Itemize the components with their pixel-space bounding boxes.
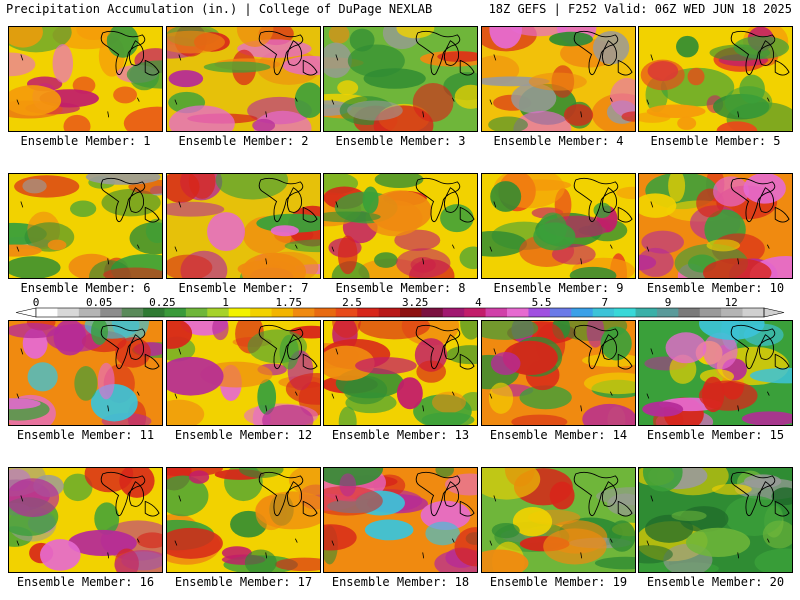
colorbar-swatch	[464, 308, 486, 317]
colorbar-swatch	[507, 308, 529, 317]
ensemble-map-17	[166, 467, 321, 573]
colorbar-swatch	[314, 308, 337, 317]
colorbar-tick-label: 7	[601, 297, 608, 309]
ensemble-map-18	[323, 467, 478, 573]
ensemble-map-11	[8, 320, 163, 426]
colorbar-swatch	[528, 308, 551, 317]
colorbar-swatch	[721, 308, 743, 317]
ensemble-member-label: Ensemble Member: 9	[493, 281, 624, 295]
colorbar-swatch	[185, 308, 208, 317]
colorbar-swatch	[549, 308, 572, 317]
ensemble-member-label: Ensemble Member: 10	[646, 281, 785, 295]
ensemble-member-label: Ensemble Member: 17	[174, 575, 313, 589]
ensemble-member-label: Ensemble Member: 4	[493, 134, 624, 148]
colorbar-tick-label: 0.25	[149, 297, 176, 309]
colorbar-tick-label: 4	[475, 297, 482, 309]
ensemble-member-label: Ensemble Member: 3	[335, 134, 466, 148]
ensemble-member-label: Ensemble Member: 20	[646, 575, 785, 589]
ensemble-member-label: Ensemble Member: 7	[178, 281, 309, 295]
colorbar-swatch	[121, 308, 144, 317]
ensemble-map-15	[638, 320, 793, 426]
colorbar-swatch	[36, 308, 58, 317]
ensemble-member-label: Ensemble Member: 6	[20, 281, 151, 295]
ensemble-map-1	[8, 26, 163, 132]
colorbar-swatch	[292, 308, 315, 317]
ensemble-map-9	[481, 173, 636, 279]
ensemble-member-label: Ensemble Member: 11	[16, 428, 155, 442]
ensemble-member-label: Ensemble Member: 1	[20, 134, 151, 148]
colorbar-tick-label: 0.05	[86, 297, 113, 309]
colorbar-swatch	[78, 308, 101, 317]
colorbar-tick-label: 0	[33, 297, 40, 309]
run-valid-time: 18Z GEFS | F252 Valid: 06Z WED JUN 18 20…	[488, 2, 792, 16]
ensemble-member-label: Ensemble Member: 14	[489, 428, 628, 442]
colorbar-swatch	[57, 308, 80, 317]
ensemble-map-2	[166, 26, 321, 132]
colorbar-swatch	[335, 308, 358, 317]
ensemble-map-7	[166, 173, 321, 279]
colorbar-tick-label: 12	[725, 297, 738, 309]
precip-colorbar: 0 0.05 0.25 1 1.75 2.5 3.25 4 5.5 7 9 12	[15, 297, 785, 318]
colorbar-swatch	[164, 308, 187, 317]
ensemble-member-label: Ensemble Member: 15	[646, 428, 785, 442]
ensemble-member-label: Ensemble Member: 5	[650, 134, 781, 148]
ensemble-map-19	[481, 467, 636, 573]
ensemble-map-6	[8, 173, 163, 279]
colorbar-swatch	[592, 308, 615, 317]
colorbar-swatch	[442, 308, 465, 317]
colorbar-swatch	[678, 308, 701, 317]
colorbar-swatch	[250, 308, 272, 317]
colorbar-swatch	[742, 308, 765, 317]
colorbar-tick-label: 1.75	[276, 297, 303, 309]
colorbar-swatch	[635, 308, 658, 317]
ensemble-map-10	[638, 173, 793, 279]
colorbar-swatch	[378, 308, 401, 317]
ensemble-map-13	[323, 320, 478, 426]
ensemble-map-5	[638, 26, 793, 132]
ensemble-member-label: Ensemble Member: 19	[489, 575, 628, 589]
colorbar-swatch	[421, 308, 444, 317]
colorbar-tick-label: 5.5	[532, 297, 552, 309]
colorbar-swatch	[614, 308, 636, 317]
colorbar-swatch	[357, 308, 379, 317]
colorbar-tick-label: 9	[665, 297, 672, 309]
ensemble-map-14	[481, 320, 636, 426]
colorbar-tick-label: 3.25	[402, 297, 429, 309]
colorbar-swatch	[485, 308, 508, 317]
ensemble-map-8	[323, 173, 478, 279]
colorbar-swatch	[228, 308, 251, 317]
colorbar-swatch	[143, 308, 165, 317]
ensemble-map-3	[323, 26, 478, 132]
colorbar-max-arrow	[763, 307, 785, 318]
ensemble-map-16	[8, 467, 163, 573]
colorbar-swatch	[571, 308, 593, 317]
ensemble-member-label: Ensemble Member: 12	[174, 428, 313, 442]
colorbar-swatch	[400, 308, 422, 317]
ensemble-map-4	[481, 26, 636, 132]
colorbar-swatch	[656, 308, 679, 317]
ensemble-member-label: Ensemble Member: 2	[178, 134, 309, 148]
ensemble-member-label: Ensemble Member: 8	[335, 281, 466, 295]
colorbar-tick-label: 2.5	[342, 297, 362, 309]
colorbar-swatch	[699, 308, 722, 317]
colorbar-swatch	[271, 308, 294, 317]
ensemble-member-label: Ensemble Member: 16	[16, 575, 155, 589]
colorbar-tick-label: 1	[222, 297, 229, 309]
colorbar-min-arrow	[15, 307, 37, 318]
chart-title: Precipitation Accumulation (in.) | Colle…	[6, 2, 433, 16]
ensemble-member-label: Ensemble Member: 13	[331, 428, 470, 442]
ensemble-member-label: Ensemble Member: 18	[331, 575, 470, 589]
colorbar-swatch	[207, 308, 229, 317]
colorbar-swatch	[100, 308, 122, 317]
ensemble-map-12	[166, 320, 321, 426]
ensemble-map-20	[638, 467, 793, 573]
